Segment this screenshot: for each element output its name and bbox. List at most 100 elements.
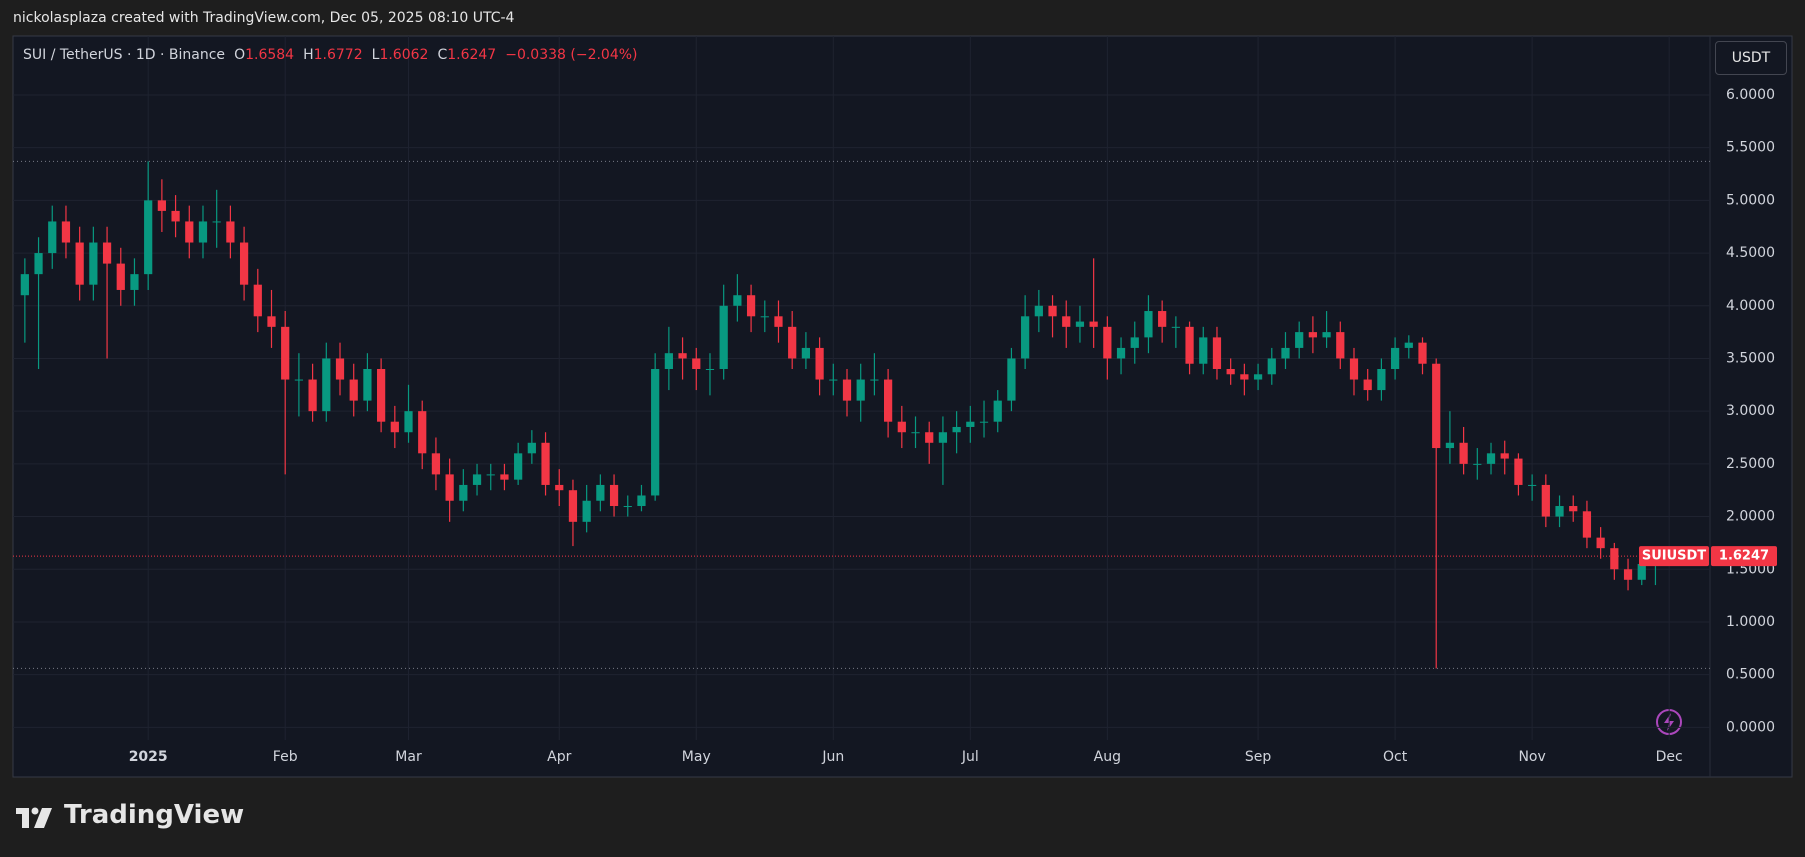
x-tick-label: Jul [961,749,979,765]
candle-body [637,495,646,507]
candle-body [856,379,865,401]
candle-body [130,274,139,290]
candle-body [1185,326,1194,364]
candle-body [678,353,687,359]
top-bar: nickolasplaza created with TradingView.c… [13,10,515,26]
ohlc-value: 1.6247 [447,47,497,63]
ohlc-key: L [371,47,380,63]
candle-body [1048,305,1057,317]
candle-body [979,421,989,423]
candle-body [239,242,249,285]
candle-body [801,347,811,359]
candle-body [48,221,57,254]
candle-body [1281,347,1290,359]
candle-body [733,295,742,306]
candle-body [746,295,756,317]
candle-body [226,221,235,243]
candle-body [1596,537,1605,549]
candle-body [294,379,304,381]
x-tick-label: Oct [1383,749,1408,765]
x-tick-label: Mar [395,749,422,765]
y-tick-label: 5.5000 [1726,140,1775,156]
candle-body [760,316,769,318]
candle-body [500,474,509,480]
candle-body [1528,484,1537,486]
x-tick-label: Sep [1245,749,1272,765]
candle-body [842,379,852,401]
candle-body [212,221,221,223]
candle-body [20,274,29,296]
grid [13,36,1710,740]
candle-body [171,210,180,222]
y-tick-label: 3.0000 [1726,403,1775,419]
candle-body [883,379,893,422]
candle-body [418,411,427,454]
ohlc-key: H [303,47,314,63]
candle-body [267,316,276,327]
ohlc-key: C [437,47,448,63]
candle-body [363,369,372,401]
currency-button[interactable]: USDT [1715,41,1787,75]
x-tick-label: Feb [273,749,298,765]
x-tick-label: Dec [1656,749,1683,765]
candle-body [1021,316,1030,359]
ohlc-value: 1.6584 [245,47,295,63]
x-tick-label: 2025 [129,749,168,765]
candle-body [198,221,208,243]
candle-body [514,453,523,480]
x-tick-label: Apr [547,749,571,765]
change: −0.0338 (−2.04%) [505,47,638,63]
candle-body [1555,506,1564,517]
candle-body [1199,337,1208,364]
candle-body [1171,326,1180,328]
candle-body [1308,332,1317,338]
price-tag-value: 1.6247 [1719,549,1769,564]
candle-body [1075,321,1085,327]
candle-body [1103,326,1112,359]
candle-body [1637,563,1646,580]
logo-part [34,808,52,828]
candle-body [1377,369,1386,391]
x-tick-label: Aug [1094,749,1121,765]
candle-body [938,432,948,443]
candle-body [308,379,317,412]
candle-body [1253,374,1263,380]
candle-body [1212,337,1222,370]
chart-pane [12,35,1793,778]
candle-body [431,453,441,475]
candle-body [390,421,399,433]
candle-body [472,474,482,485]
y-tick-label: 4.5000 [1726,245,1775,261]
y-tick-label: 0.0000 [1726,719,1775,735]
y-tick-label: 0.5000 [1726,667,1775,683]
candle-body [705,369,715,371]
candle-body [897,421,906,433]
candle-body [116,263,125,290]
candle-body [253,284,262,317]
candle-body [1089,321,1098,327]
candle-body [1336,332,1345,359]
candle-body [568,490,578,522]
ohlc-value: 1.6062 [379,47,429,63]
candle-body [34,253,43,275]
candle-body [609,484,619,507]
candle-body [1445,442,1455,449]
price-tag-value-box [1711,546,1777,567]
candle-body [541,442,550,485]
candle-body [1130,337,1139,348]
symbol: SUI / TetherUS · 1D · Binance [23,47,226,63]
candle-body [404,411,413,433]
candle-body [75,242,84,285]
candle-body [459,484,468,501]
candle-body [1486,453,1496,464]
logo-part [31,807,39,815]
candle-body [61,221,71,243]
y-tick-label: 4.0000 [1726,298,1775,314]
candle-body [1623,569,1633,580]
candle-body [1569,506,1578,512]
candle-body [774,316,783,327]
candle-body [911,432,920,434]
candle-body [1541,484,1550,517]
candle-body [555,484,564,491]
